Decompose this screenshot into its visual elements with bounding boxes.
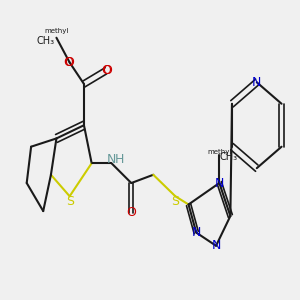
Text: O: O: [101, 64, 111, 77]
Text: N: N: [191, 226, 201, 239]
Text: methyl: methyl: [44, 28, 69, 34]
Text: O: O: [64, 56, 74, 69]
Text: S: S: [66, 195, 74, 208]
Text: S: S: [171, 195, 179, 208]
Text: N: N: [252, 76, 262, 89]
Text: O: O: [65, 56, 75, 69]
Text: CH₃: CH₃: [219, 152, 237, 162]
Text: N: N: [212, 239, 221, 252]
Text: O: O: [102, 64, 112, 77]
Text: CH₃: CH₃: [36, 36, 55, 46]
Text: O: O: [126, 206, 136, 219]
Text: H: H: [115, 153, 124, 167]
Text: methyl: methyl: [207, 149, 232, 155]
Text: N: N: [215, 176, 224, 190]
Text: N: N: [107, 153, 116, 167]
